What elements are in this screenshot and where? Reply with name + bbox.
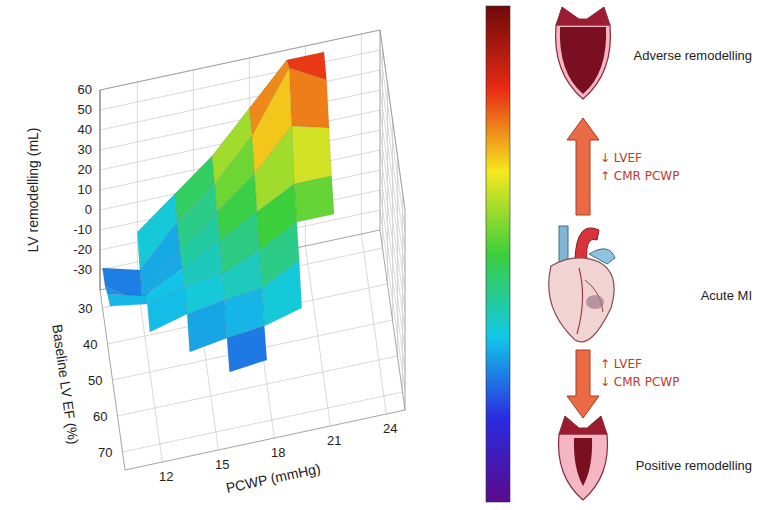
svg-text:10: 10 — [78, 182, 92, 197]
svg-text:Adverse remodelling: Adverse remodelling — [633, 48, 752, 63]
svg-text:Positive remodelling: Positive remodelling — [636, 458, 752, 473]
svg-text:24: 24 — [383, 421, 397, 436]
svg-text:12: 12 — [159, 469, 173, 484]
svg-text:↑ LVEF: ↑ LVEF — [600, 357, 642, 371]
svg-text:-20: -20 — [73, 242, 92, 257]
svg-text:0: 0 — [85, 202, 92, 217]
svg-text:20: 20 — [78, 162, 92, 177]
svg-text:40: 40 — [83, 337, 97, 352]
svg-text:70: 70 — [98, 445, 112, 460]
svg-text:PCWP (mmHg): PCWP (mmHg) — [224, 460, 321, 496]
svg-text:18: 18 — [271, 445, 285, 460]
svg-text:↑ CMR PCWP: ↑ CMR PCWP — [600, 169, 679, 183]
svg-text:60: 60 — [93, 409, 107, 424]
svg-text:60: 60 — [78, 82, 92, 97]
svg-text:-10: -10 — [73, 222, 92, 237]
svg-text:30: 30 — [78, 301, 92, 316]
svg-text:↓ CMR PCWP: ↓ CMR PCWP — [600, 375, 679, 389]
svg-text:15: 15 — [215, 457, 229, 472]
svg-text:Baseline LV EF (%): Baseline LV EF (%) — [49, 323, 82, 445]
svg-text:LV remodelling (mL): LV remodelling (mL) — [25, 127, 41, 252]
svg-text:21: 21 — [327, 433, 341, 448]
svg-text:50: 50 — [88, 373, 102, 388]
svg-text:Acute MI: Acute MI — [701, 288, 752, 303]
svg-text:-30: -30 — [73, 262, 92, 277]
svg-text:30: 30 — [78, 142, 92, 157]
svg-text:↓ LVEF: ↓ LVEF — [600, 151, 642, 165]
svg-text:40: 40 — [78, 122, 92, 137]
svg-text:50: 50 — [78, 102, 92, 117]
